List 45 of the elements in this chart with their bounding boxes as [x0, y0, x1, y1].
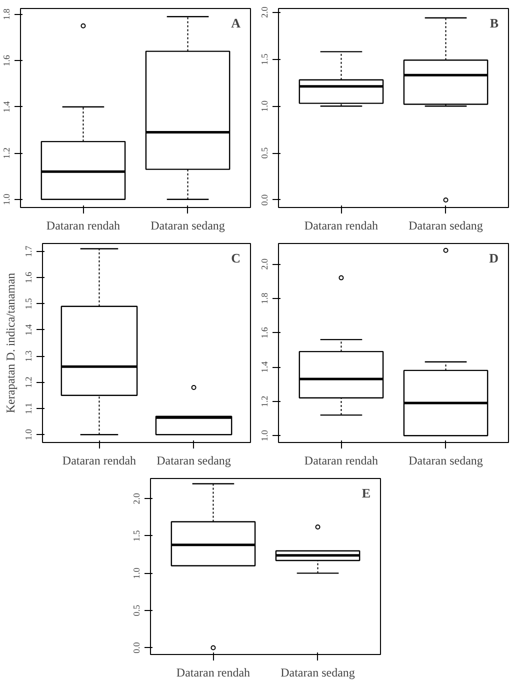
y-tick-label: 1.7 — [24, 245, 34, 257]
x-tick-label: Dataran sedang — [280, 666, 355, 680]
y-tick-label: 1.3 — [24, 350, 34, 362]
y-tick-label: 1.8 — [260, 292, 270, 304]
y-tick-label: 1.0 — [260, 100, 270, 112]
x-tick-label: Dataran rendah — [176, 666, 250, 680]
y-tick-label: 0.0 — [260, 194, 270, 206]
y-tick-label: 1.0 — [24, 428, 34, 440]
y-tick-label: 1.6 — [2, 54, 12, 66]
x-tick-label: Dataran sedang — [150, 218, 225, 232]
y-tick-label: 0.5 — [260, 146, 270, 159]
y-tick-label: 1.2 — [260, 396, 270, 407]
x-tick-label: Dataran rendah — [46, 218, 120, 232]
y-tick-label: 1.4 — [260, 360, 270, 373]
x-tick-label: Dataran sedang — [408, 218, 483, 232]
y-tick-label: 1.4 — [24, 324, 34, 336]
y-tick-label: 2.0 — [132, 492, 142, 504]
annotation: A — [231, 16, 242, 30]
x-tick-label: Dataran rendah — [304, 454, 378, 468]
y-tick-label: 1.2 — [24, 376, 34, 388]
y-tick-label: 1.4 — [2, 100, 12, 112]
x-tick-label: Dataran sedang — [408, 454, 483, 468]
y-tick-label: 1.1 — [24, 402, 34, 414]
annotation: B — [490, 16, 499, 30]
y-tick-label: 1.5 — [260, 53, 270, 65]
annotation: C — [231, 250, 240, 266]
annotation: E — [362, 486, 370, 500]
x-tick-label: Dataran rendah — [304, 218, 378, 232]
y-tick-label: 1.5 — [132, 530, 142, 542]
y-tick-label: 1.0 — [132, 567, 142, 579]
x-tick-label: Dataran rendah — [62, 454, 136, 468]
y-tick-label: 2.0 — [260, 6, 270, 18]
y-tick-label: 1.5 — [24, 298, 34, 310]
y-tick-label: 1.6 — [260, 326, 270, 338]
y-tick-label: 2.0 — [260, 258, 270, 270]
y-tick-label: 1.0 — [2, 193, 12, 206]
y-tick-label: 0.5 — [132, 604, 142, 616]
annotation: D — [489, 250, 498, 266]
y-tick-label: 1.2 — [2, 147, 12, 159]
y-tick-label: 1.8 — [2, 8, 12, 20]
y-tick-label: 0.0 — [132, 642, 142, 654]
y-tick-label: 1.6 — [24, 271, 34, 284]
y-axis-title: Kerapatan D. indica/tanaman — [4, 272, 18, 414]
y-tick-label: 1.0 — [260, 430, 270, 442]
x-tick-label: Dataran sedang — [156, 454, 231, 468]
